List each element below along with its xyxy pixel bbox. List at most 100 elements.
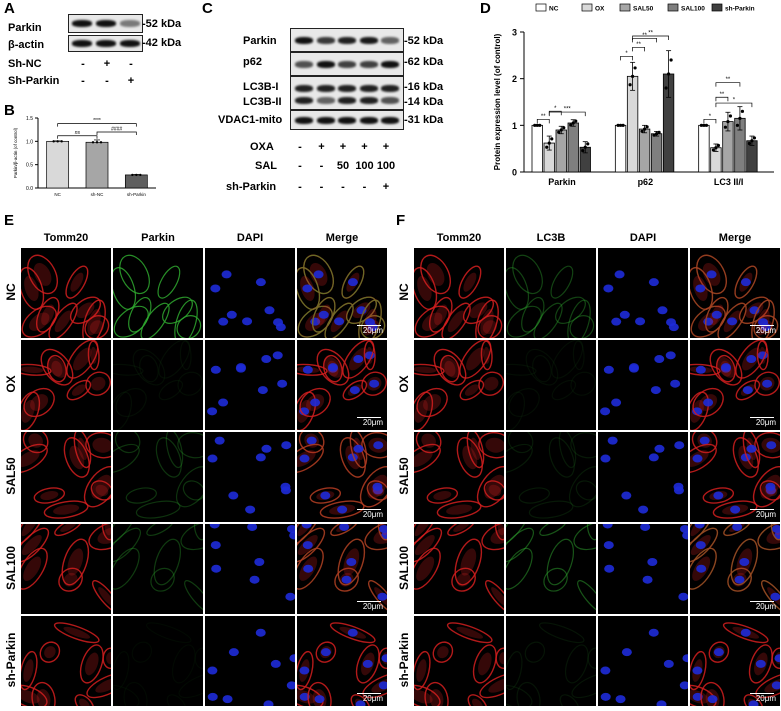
significance-label: *** [564, 107, 572, 113]
scale-label: 20μm [755, 602, 776, 611]
tomm20-signal [491, 587, 504, 607]
legend-swatch [535, 3, 547, 12]
green-signal [770, 524, 780, 541]
dapi-nucleus [740, 628, 751, 637]
green-signal [538, 622, 585, 644]
tomm20-signal [440, 356, 460, 378]
tomm20-signal [471, 698, 484, 706]
micrograph-art [297, 524, 387, 614]
tomm20-signal [692, 387, 724, 418]
dapi-nucleus [648, 628, 659, 637]
green-signal [297, 443, 324, 474]
tomm20-signal [31, 681, 56, 706]
green-signal [113, 363, 144, 376]
green-signal [506, 391, 525, 430]
green-signal [297, 524, 323, 545]
treatment-sign: + [382, 141, 390, 153]
data-point [640, 129, 644, 133]
data-point [569, 123, 573, 127]
data-point [711, 148, 716, 152]
blot-band [295, 97, 313, 104]
micrograph-tile: 20μm [690, 248, 780, 338]
micrograph-art [414, 254, 503, 338]
tomm20-signal [417, 275, 432, 301]
dapi-nucleus [222, 695, 233, 704]
dapi-nucleus [372, 482, 383, 491]
dapi-nucleus [656, 700, 667, 706]
dapi-nucleus [635, 317, 646, 326]
dapi-nucleus [264, 306, 275, 315]
tomm20-signal [21, 266, 45, 311]
blot-a-kda-parkin: -52 kDa [142, 18, 182, 30]
treatment-sign: + [127, 75, 135, 87]
green-signal [180, 524, 203, 551]
green-signal [171, 644, 196, 684]
tomm20-signal [23, 387, 55, 418]
significance-bracket [632, 46, 645, 52]
tomm20-signal [21, 547, 48, 590]
tomm20-signal [40, 348, 74, 386]
tomm20-signal [475, 299, 499, 338]
green-signal [533, 302, 563, 338]
micrograph-tile [414, 248, 504, 338]
micrograph-tile [21, 248, 111, 338]
green-signal [506, 684, 533, 706]
tomm20-signal [483, 480, 504, 501]
dapi-nucleus [221, 270, 232, 279]
tick-label-y: 0.5 [26, 163, 33, 169]
significance-bracket [548, 111, 586, 117]
green-signal [506, 651, 523, 691]
dapi-nucleus [242, 317, 253, 326]
green-signal [359, 466, 387, 508]
significance-bracket [57, 135, 98, 139]
green-signal [723, 524, 751, 536]
green-signal [506, 267, 530, 310]
tomm20-signal [355, 644, 380, 684]
green-signal [165, 432, 184, 469]
dapi-nucleus [313, 270, 324, 279]
dapi-nucleus [648, 453, 659, 462]
tomm20-signal [414, 524, 433, 537]
tomm20-signal [39, 641, 61, 663]
green-signal [175, 466, 203, 508]
tomm20-signal [334, 567, 359, 592]
data-point [654, 132, 659, 136]
tomm20-signal [73, 347, 92, 371]
dapi-nucleus [210, 365, 221, 374]
green-signal [506, 305, 542, 338]
tomm20-signal [102, 647, 111, 669]
green-signal [690, 524, 716, 545]
micrograph-tile: 20μm [297, 524, 387, 614]
tomm20-signal [90, 376, 106, 391]
micrograph-row-label: sh-Parkin [397, 632, 411, 688]
micrograph-column-title: Parkin [141, 232, 175, 244]
blot-a-parkin-strip [68, 14, 143, 33]
micrograph-tile [113, 340, 203, 430]
green-signal [512, 254, 543, 295]
treatment-sign: - [319, 160, 324, 172]
dapi-nucleus [746, 355, 757, 364]
green-signal [524, 641, 546, 663]
micrograph-tile [21, 432, 111, 522]
green-signal [330, 524, 358, 536]
bar [698, 124, 710, 173]
green-signal [572, 340, 585, 371]
dapi-nucleus [654, 444, 665, 453]
tomm20-signal [770, 524, 780, 541]
green-signal [153, 538, 182, 586]
dapi-nucleus [207, 692, 218, 701]
green-signal [551, 340, 584, 379]
dapi-nucleus [713, 491, 724, 500]
micrograph-art [602, 524, 688, 601]
scale-label: 20μm [755, 694, 776, 703]
treatment-sign: 100 [355, 160, 374, 172]
tomm20-signal [309, 487, 342, 504]
blot-band [295, 85, 313, 92]
dapi-nucleus [349, 386, 360, 395]
tomm20-signal [40, 491, 59, 501]
tomm20-signal [447, 524, 476, 537]
tomm20-signal [297, 524, 323, 545]
tomm20-signal [458, 265, 482, 299]
dapi-nucleus [247, 524, 258, 531]
tomm20-signal [734, 265, 758, 299]
